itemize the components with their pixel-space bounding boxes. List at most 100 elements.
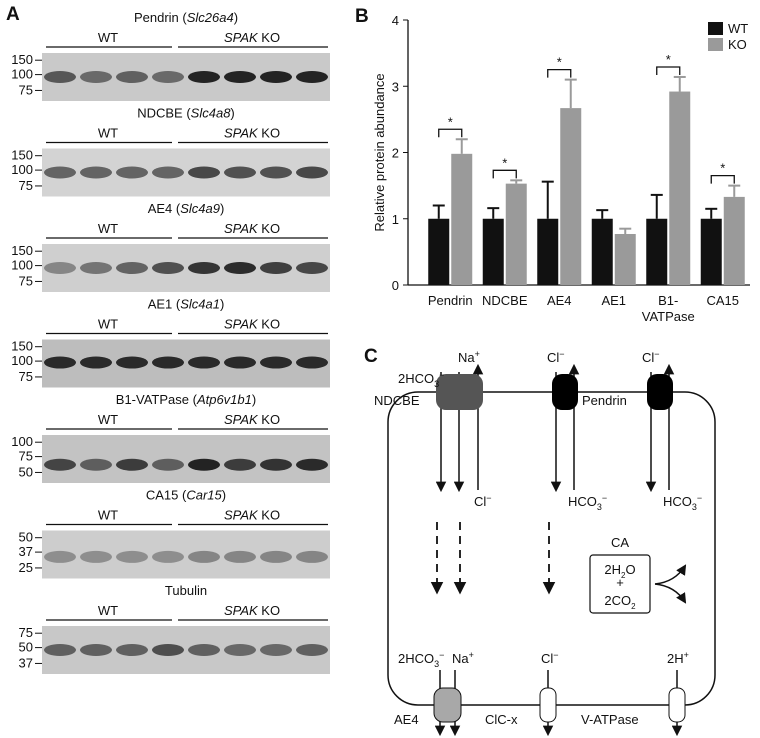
- text-part: Na: [458, 350, 475, 365]
- bar: [700, 218, 722, 285]
- band: [80, 71, 112, 83]
- blot-title: Tubulin: [165, 583, 207, 598]
- text-part: 3: [597, 502, 602, 512]
- band: [224, 356, 256, 369]
- text-part: ): [220, 297, 224, 312]
- diagram-label: 2HCO3−: [398, 370, 444, 389]
- significance-bracket: [656, 66, 681, 75]
- x-tick-label: CA15: [706, 293, 739, 308]
- significance-label: *: [448, 114, 453, 129]
- significance-label: *: [666, 52, 671, 67]
- text-part: +: [684, 650, 689, 660]
- band: [224, 550, 256, 563]
- band: [152, 166, 184, 179]
- blot: [42, 435, 330, 483]
- band: [224, 644, 256, 656]
- text-part: Na: [452, 651, 469, 666]
- band: [296, 644, 328, 656]
- bar: [560, 108, 582, 285]
- text-part: Cl: [642, 350, 654, 365]
- band: [44, 166, 76, 179]
- band: [188, 166, 220, 179]
- text-part: AE4 (: [148, 201, 181, 216]
- ca-box: [589, 554, 651, 614]
- band: [296, 71, 328, 83]
- significance-label: *: [720, 161, 725, 176]
- band: [152, 356, 184, 369]
- x-tick-label: AE1: [601, 293, 626, 308]
- transporter-ndcbe: [436, 374, 483, 410]
- marker-label: 50: [19, 530, 33, 545]
- arrow: [654, 583, 687, 604]
- diagram-label: V-ATPase: [581, 712, 639, 727]
- text-part: SPAK: [224, 126, 259, 141]
- blot: [42, 530, 330, 579]
- marker-label: 100: [11, 258, 33, 273]
- band: [80, 356, 112, 369]
- group-label: SPAK KO: [224, 126, 280, 141]
- band: [80, 166, 112, 179]
- band: [44, 356, 76, 369]
- significance-bracket: [710, 174, 735, 184]
- diagram-label: Na+: [452, 650, 474, 666]
- diagram-label: Cl−: [547, 349, 565, 365]
- text-part: 3: [434, 379, 439, 389]
- significance-label: *: [557, 55, 562, 70]
- band: [188, 458, 220, 471]
- band: [188, 71, 220, 83]
- diagram-label: AE4: [394, 712, 419, 727]
- text-part: −: [439, 650, 444, 660]
- text-part: 2H: [667, 651, 684, 666]
- marker-label: 75: [19, 625, 33, 640]
- band: [260, 71, 292, 83]
- text-part: ): [252, 392, 256, 407]
- group-label: SPAK KO: [224, 412, 280, 427]
- marker-label: 100: [11, 162, 33, 177]
- group-label: SPAK KO: [224, 317, 280, 332]
- band: [260, 166, 292, 179]
- text-part: Pendrin: [582, 393, 627, 408]
- band: [260, 458, 292, 471]
- text-part: KO: [258, 126, 280, 141]
- blot-title: AE1 (Slc4a1): [148, 297, 225, 312]
- diagram-label: 2CO2: [604, 593, 636, 611]
- transporter-pendrin: [552, 374, 578, 410]
- text-part: V-ATPase: [581, 712, 639, 727]
- marker-label: 75: [19, 449, 33, 464]
- group-label: SPAK KO: [224, 508, 280, 523]
- text-part: −: [559, 349, 564, 359]
- text-part: B1-VATPase (: [116, 392, 198, 407]
- text-part: CA15 (: [146, 488, 187, 503]
- diagram-label: +: [616, 575, 624, 590]
- marker-label: 75: [19, 273, 33, 288]
- marker-label: 37: [19, 655, 33, 670]
- group-label: WT: [98, 603, 118, 618]
- text-part: ClC-x: [485, 712, 518, 727]
- text-part: Tubulin: [165, 583, 207, 598]
- band: [152, 458, 184, 471]
- text-part: HCO: [663, 494, 692, 509]
- panel-label: A: [6, 4, 20, 25]
- y-tick-label: 0: [392, 278, 399, 293]
- bar: [723, 196, 745, 285]
- band: [188, 262, 220, 274]
- band: [260, 262, 292, 274]
- group-label: WT: [98, 412, 118, 427]
- text-part: O: [625, 562, 635, 577]
- text-part: Pendrin (: [134, 10, 187, 25]
- band: [116, 71, 148, 83]
- band: [224, 166, 256, 179]
- band: [224, 71, 256, 83]
- band: [224, 262, 256, 274]
- text-part: ): [220, 201, 224, 216]
- bar: [646, 218, 668, 285]
- blot-title: NDCBE (Slc4a8): [137, 106, 235, 121]
- text-part: −: [439, 370, 444, 380]
- panel-c: C Na+2HCO3−NDCBECl−Cl−HCO3−PendrinCl−HCO3…: [364, 346, 716, 737]
- bar: [505, 183, 527, 285]
- blot-title: B1-VATPase (Atp6v1b1): [116, 392, 256, 407]
- band: [44, 262, 76, 274]
- bar: [591, 218, 613, 285]
- y-axis-title: Relative protein abundance: [372, 73, 387, 231]
- band: [116, 262, 148, 274]
